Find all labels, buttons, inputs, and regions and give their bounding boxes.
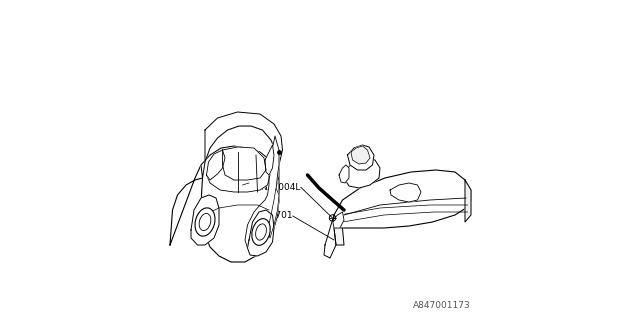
Polygon shape bbox=[390, 183, 421, 202]
Polygon shape bbox=[324, 215, 336, 258]
Polygon shape bbox=[207, 150, 225, 180]
Polygon shape bbox=[268, 172, 279, 242]
Polygon shape bbox=[465, 180, 471, 222]
Polygon shape bbox=[348, 145, 374, 170]
Polygon shape bbox=[344, 158, 380, 188]
Polygon shape bbox=[334, 228, 344, 245]
Polygon shape bbox=[334, 170, 471, 228]
Polygon shape bbox=[170, 146, 279, 262]
Text: N37004L: N37004L bbox=[260, 183, 301, 192]
Polygon shape bbox=[268, 188, 279, 238]
Polygon shape bbox=[201, 126, 279, 180]
Ellipse shape bbox=[252, 219, 270, 245]
Polygon shape bbox=[333, 212, 344, 228]
Polygon shape bbox=[205, 112, 282, 165]
Polygon shape bbox=[223, 147, 266, 180]
Polygon shape bbox=[351, 146, 370, 164]
Text: 84701: 84701 bbox=[264, 212, 292, 220]
Polygon shape bbox=[207, 152, 270, 192]
Polygon shape bbox=[245, 136, 279, 250]
Polygon shape bbox=[248, 210, 274, 256]
Polygon shape bbox=[339, 165, 349, 183]
Ellipse shape bbox=[195, 208, 215, 236]
Polygon shape bbox=[191, 195, 219, 245]
Polygon shape bbox=[265, 145, 274, 175]
Text: A847001173: A847001173 bbox=[413, 301, 470, 310]
